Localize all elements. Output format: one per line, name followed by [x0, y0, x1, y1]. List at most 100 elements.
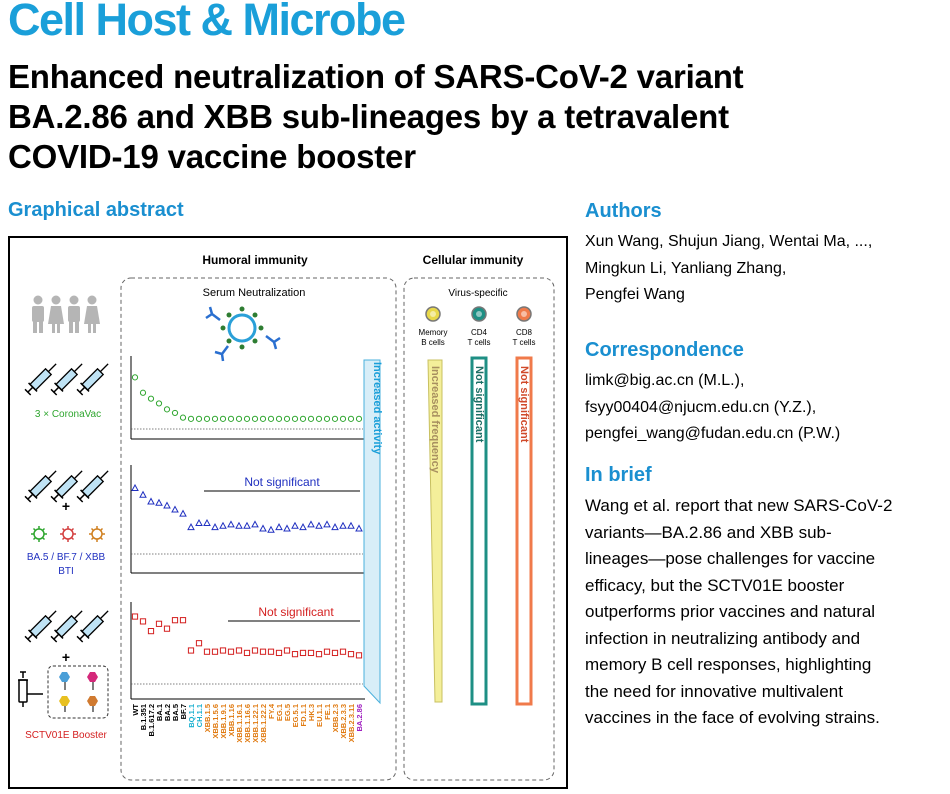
cell-type-label: CD8 [516, 328, 533, 337]
cd8-not-significant: Not significant [518, 366, 530, 443]
data-point [147, 497, 155, 505]
data-point [139, 490, 147, 498]
variant-tick-label: XBB.2.3.11 [347, 704, 356, 742]
in-brief-line: lineages—pose challenges for vaccine [585, 549, 876, 568]
cell-type-label: T cells [468, 338, 491, 347]
data-point [323, 648, 331, 655]
plot-0 [130, 356, 365, 440]
variant-tick-label: XBB.1.22.1 [251, 704, 260, 743]
not-significant-bti: Not significant [244, 475, 320, 489]
virus-icons [31, 526, 105, 542]
data-point [139, 389, 147, 396]
data-point [131, 483, 139, 491]
data-point [291, 521, 299, 529]
correspondence-list: limk@big.ac.cn (M.L.), fsyy00404@njucm.e… [585, 368, 945, 448]
data-point [131, 374, 139, 381]
data-point [219, 521, 227, 529]
variant-tick-label: XBB.1.9.1 [219, 704, 228, 739]
syringe-icon [24, 363, 57, 396]
data-point [315, 521, 323, 529]
data-point [251, 647, 259, 654]
data-point [299, 649, 307, 657]
variant-tick-label: XBB.1.16.6 [243, 704, 252, 743]
group-label-bti: BA.5 / BF.7 / XBB [27, 552, 106, 563]
data-point [203, 415, 211, 422]
variant-tick-label: EG.5.1 [291, 704, 300, 727]
syringe-icon [50, 470, 83, 503]
variant-tick-label: XBB.1.16 [227, 704, 236, 737]
in-brief-heading: In brief [585, 464, 652, 486]
authors-line: Xun Wang, Shujun Jiang, Wentai Ma, ..., [585, 233, 873, 250]
data-point [187, 415, 195, 422]
data-point [283, 524, 291, 532]
data-point [275, 523, 283, 531]
cell-type-label: Memory [419, 328, 448, 337]
data-point [219, 647, 227, 654]
data-point [291, 415, 299, 422]
memory-b-wedge [427, 359, 443, 703]
data-point [179, 414, 187, 421]
variant-tick-label: BA.2.86 [355, 704, 364, 732]
variant-tick-label: FD.1.1 [299, 704, 308, 727]
data-point [187, 523, 195, 531]
data-point [163, 625, 171, 632]
variant-tick-label: BA.1 [155, 704, 164, 721]
humoral-panel [120, 277, 397, 781]
plot-1 [130, 465, 365, 574]
data-point [251, 415, 259, 422]
variant-tick-label: XBB.1.16.1 [235, 704, 244, 743]
variant-tick-label: BA.2 [163, 704, 172, 721]
data-point [251, 520, 259, 528]
not-significant-booster: Not significant [258, 605, 334, 619]
cell-type-label: B cells [421, 338, 445, 347]
data-point [243, 521, 251, 529]
group-label-bti-2: BTI [58, 566, 74, 577]
increased-activity-wedge [363, 359, 381, 705]
cell-type-label: CD4 [471, 328, 488, 337]
email-link[interactable]: pengfei_wang@fudan.edu.cn (P.W.) [585, 425, 841, 442]
variant-tick-label: EU.1.1 [315, 704, 324, 727]
data-point [355, 652, 363, 659]
data-point [267, 415, 275, 422]
cd8-bar [515, 356, 533, 706]
cell-icon [425, 306, 441, 322]
data-point [171, 409, 179, 417]
data-point [347, 521, 355, 529]
data-point [235, 521, 243, 529]
email-link[interactable]: fsyy00404@njucm.edu.cn (Y.Z.), [585, 398, 817, 416]
virus-antibody-icon [205, 306, 281, 362]
title-line: Enhanced neutralization of SARS-CoV-2 va… [8, 58, 744, 95]
data-point [315, 415, 323, 422]
data-point [219, 415, 227, 422]
variant-tick-label: XBB.1.5 [203, 704, 212, 732]
data-point [203, 519, 211, 527]
data-point [211, 523, 219, 531]
data-point [171, 617, 179, 624]
data-point [331, 649, 339, 657]
cellular-title: Cellular immunity [423, 253, 524, 267]
journal-name: Cell Host & Microbe [8, 0, 406, 45]
variant-tick-labels: WT B.1.351 B.1.617.2 BA.1 BA.2 BA.5 BF.7 BQ.1.1… [131, 703, 364, 743]
in-brief-line: memory B cell responses, highlighting [585, 655, 872, 674]
data-point [267, 648, 275, 655]
data-point [179, 509, 187, 517]
data-point [275, 415, 283, 422]
data-point [339, 415, 347, 422]
variant-tick-label: XBB.1.22.2 [259, 704, 268, 743]
cell-icon [471, 306, 487, 322]
authors-line: Mingkun Li, Yanliang Zhang, [585, 259, 787, 277]
neutralization-plots [130, 356, 365, 700]
email-link[interactable]: limk@big.ac.cn (M.L.), [585, 372, 745, 389]
data-point [163, 406, 171, 413]
plus-sign-2: + [62, 649, 70, 665]
variant-tick-label: BF.7 [179, 704, 188, 719]
in-brief-line: Wang et al. report that new SARS-CoV-2 [585, 496, 893, 515]
variant-tick-label: XBB.2.3 [331, 704, 340, 732]
data-point [163, 501, 171, 509]
title-line: COVID-19 vaccine booster [8, 138, 416, 175]
data-point [355, 415, 363, 422]
data-point [259, 415, 267, 422]
data-point [187, 647, 195, 654]
in-brief-line: outperforms prior vaccines and natural [585, 602, 876, 621]
